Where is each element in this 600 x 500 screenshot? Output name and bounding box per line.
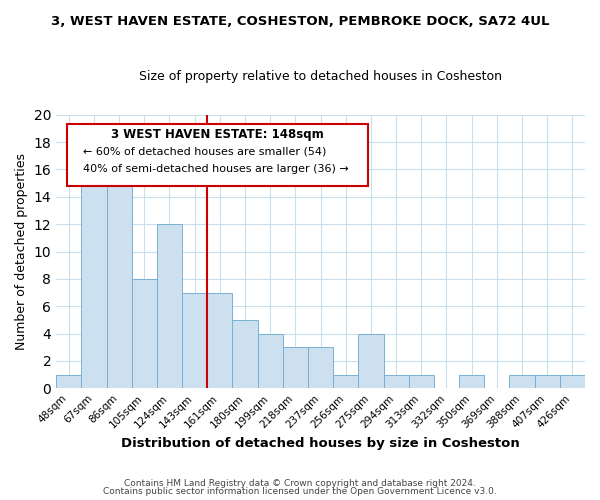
- Bar: [459, 374, 484, 388]
- Text: 3, WEST HAVEN ESTATE, COSHESTON, PEMBROKE DOCK, SA72 4UL: 3, WEST HAVEN ESTATE, COSHESTON, PEMBROK…: [51, 15, 549, 28]
- Bar: [182, 292, 207, 388]
- Y-axis label: Number of detached properties: Number of detached properties: [15, 153, 28, 350]
- Bar: [509, 374, 535, 388]
- Bar: [409, 374, 434, 388]
- Bar: [308, 348, 333, 389]
- Text: 40% of semi-detached houses are larger (36) →: 40% of semi-detached houses are larger (…: [83, 164, 349, 174]
- Text: Contains HM Land Registry data © Crown copyright and database right 2024.: Contains HM Land Registry data © Crown c…: [124, 478, 476, 488]
- Bar: [107, 156, 132, 388]
- X-axis label: Distribution of detached houses by size in Cosheston: Distribution of detached houses by size …: [121, 437, 520, 450]
- Text: ← 60% of detached houses are smaller (54): ← 60% of detached houses are smaller (54…: [83, 146, 326, 156]
- Bar: [333, 374, 358, 388]
- Bar: [383, 374, 409, 388]
- FancyBboxPatch shape: [67, 124, 368, 186]
- Bar: [560, 374, 585, 388]
- Text: 3 WEST HAVEN ESTATE: 148sqm: 3 WEST HAVEN ESTATE: 148sqm: [111, 128, 324, 141]
- Bar: [207, 292, 232, 388]
- Bar: [283, 348, 308, 389]
- Bar: [232, 320, 257, 388]
- Bar: [157, 224, 182, 388]
- Bar: [358, 334, 383, 388]
- Title: Size of property relative to detached houses in Cosheston: Size of property relative to detached ho…: [139, 70, 502, 83]
- Text: Contains public sector information licensed under the Open Government Licence v3: Contains public sector information licen…: [103, 487, 497, 496]
- Bar: [132, 279, 157, 388]
- Bar: [56, 374, 82, 388]
- Bar: [535, 374, 560, 388]
- Bar: [257, 334, 283, 388]
- Bar: [82, 170, 107, 388]
